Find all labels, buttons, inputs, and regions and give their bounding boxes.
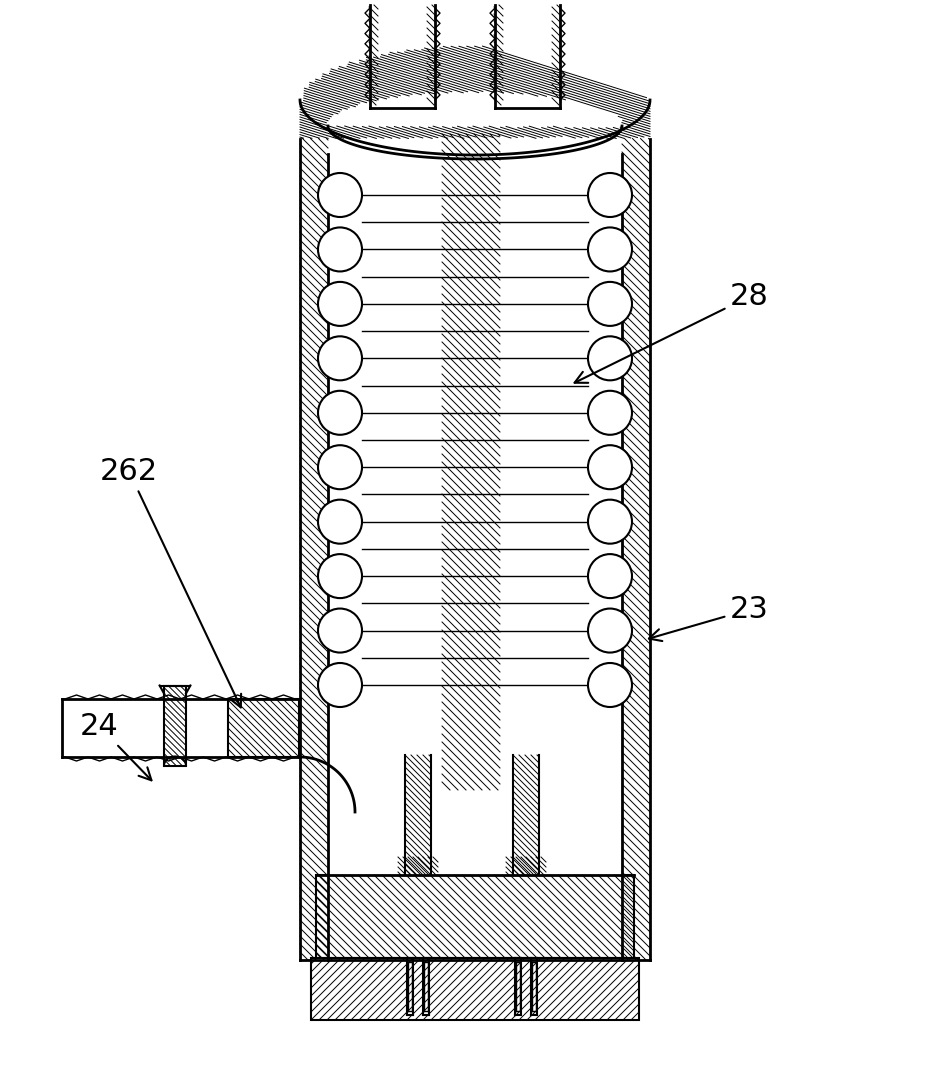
Circle shape	[318, 609, 362, 653]
Circle shape	[318, 173, 362, 217]
Circle shape	[318, 445, 362, 489]
Circle shape	[318, 391, 362, 434]
Polygon shape	[328, 126, 622, 875]
Circle shape	[318, 281, 362, 326]
Circle shape	[588, 281, 632, 326]
Circle shape	[588, 500, 632, 544]
Circle shape	[588, 228, 632, 272]
Circle shape	[588, 609, 632, 653]
Circle shape	[588, 663, 632, 707]
Circle shape	[318, 663, 362, 707]
Text: 262: 262	[100, 457, 241, 707]
Circle shape	[318, 500, 362, 544]
Text: 24: 24	[80, 712, 151, 780]
Circle shape	[318, 336, 362, 380]
Circle shape	[588, 391, 632, 434]
Circle shape	[318, 554, 362, 598]
Circle shape	[588, 173, 632, 217]
Text: 23: 23	[649, 595, 768, 641]
Circle shape	[588, 445, 632, 489]
Circle shape	[318, 228, 362, 272]
Circle shape	[588, 336, 632, 380]
Circle shape	[588, 554, 632, 598]
Text: 28: 28	[575, 282, 768, 383]
